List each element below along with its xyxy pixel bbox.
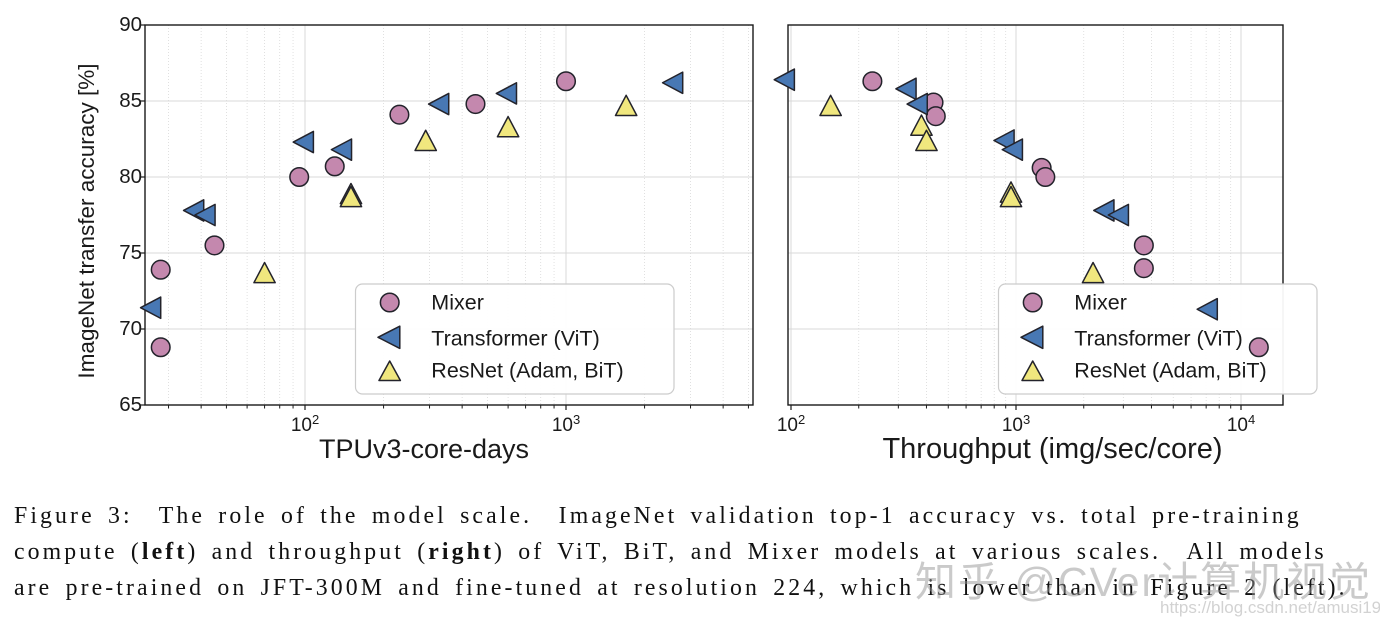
svg-text:Mixer: Mixer — [431, 291, 484, 315]
svg-text:ImageNet transfer accuracy [%]: ImageNet transfer accuracy [%] — [74, 63, 99, 378]
svg-text:TPUv3-core-days: TPUv3-core-days — [319, 434, 529, 464]
svg-text:ResNet (Adam, BiT): ResNet (Adam, BiT) — [431, 359, 623, 383]
svg-text:65: 65 — [119, 393, 142, 416]
svg-text:Throughput (img/sec/core): Throughput (img/sec/core) — [882, 433, 1222, 465]
svg-text:80: 80 — [119, 165, 142, 188]
svg-text:Transformer (ViT): Transformer (ViT) — [431, 326, 599, 350]
svg-text:ResNet (Adam, BiT): ResNet (Adam, BiT) — [1074, 359, 1266, 383]
svg-text:75: 75 — [119, 241, 142, 264]
svg-text:85: 85 — [119, 89, 142, 112]
svg-text:90: 90 — [119, 13, 142, 36]
svg-text:Mixer: Mixer — [1074, 291, 1127, 315]
svg-text:Transformer (ViT): Transformer (ViT) — [1074, 326, 1242, 350]
svg-text:70: 70 — [119, 317, 142, 340]
